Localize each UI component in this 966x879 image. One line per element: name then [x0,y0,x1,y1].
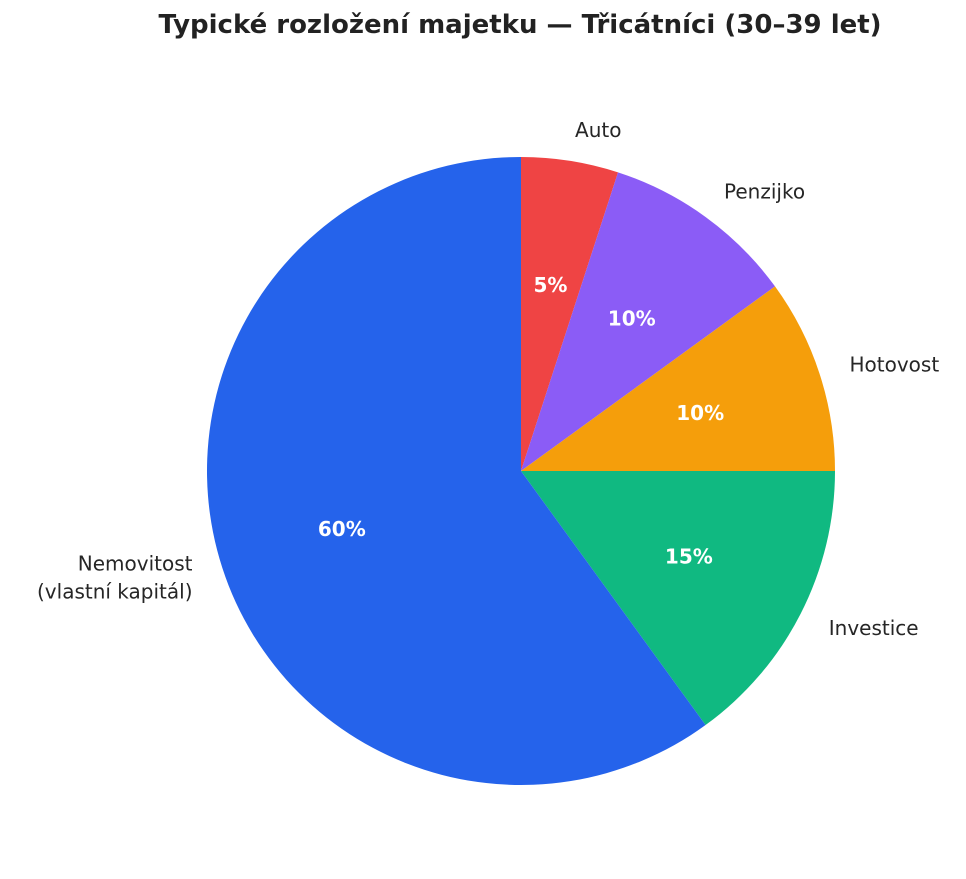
pie-slice [206,157,706,785]
slice-label-line: Auto [575,118,621,142]
slice-percent-label: 60% [318,517,366,541]
pie-labels: Auto 5% Penzijko 10% Hotovost 10% Investice 15%… [37,118,939,640]
slice-label: Penzijko [724,180,805,204]
pie-slice [521,471,835,726]
pie-slices [206,157,835,785]
slice-percent-label: 10% [676,401,724,425]
slice-label-line: Investice [829,616,919,640]
chart-title: Typické rozložení majetku — Třicátníci (… [158,10,882,40]
slice-label: Investice [829,616,919,640]
slice-label-line: Nemovitost [78,552,193,576]
slice-label-line: (vlastní kapitál) [37,580,193,604]
slice-percent-label: 10% [608,307,656,331]
pie-slice [521,286,835,471]
slice-percent-label: 15% [665,545,713,569]
slice-label-line: Hotovost [849,352,939,376]
slice-label: Auto [575,118,621,142]
slice-percent-label: 5% [533,273,567,297]
slice-label-line: Penzijko [724,180,805,204]
pie-slice [521,172,776,471]
slice-label: Nemovitost (vlastní kapitál) [37,552,193,604]
slice-label: Hotovost [849,352,939,376]
pie-slice [521,157,619,471]
